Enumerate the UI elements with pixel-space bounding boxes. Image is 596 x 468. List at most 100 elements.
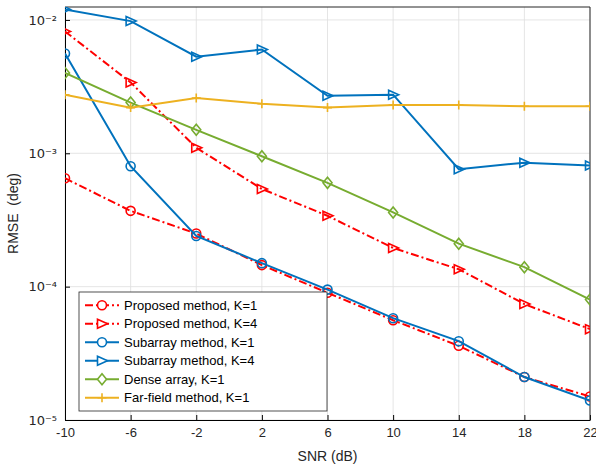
legend-label: Subarray method, K=4 — [124, 353, 254, 368]
legend-entry: Far-field method, K=1 — [85, 390, 249, 405]
series-marker — [520, 300, 530, 309]
legend-marker — [98, 374, 107, 385]
series-marker — [586, 294, 591, 305]
legend-marker — [98, 338, 107, 347]
x-tick-label: 22 — [583, 425, 596, 440]
series — [65, 7, 590, 174]
series-marker — [65, 27, 71, 36]
series-marker — [323, 103, 332, 112]
y-tick: 10⁻⁵ — [28, 413, 70, 428]
series-marker — [323, 91, 333, 100]
series-marker — [389, 90, 399, 99]
series-marker — [192, 231, 201, 240]
x-tick-mark — [196, 415, 197, 420]
x-grid-line — [458, 7, 459, 420]
y-tick-label: 10⁻⁵ — [28, 413, 57, 428]
series-marker — [126, 206, 135, 215]
y-grid-line — [65, 19, 590, 20]
series-marker — [65, 49, 70, 58]
series-marker — [389, 314, 398, 323]
x-tick: 6 — [324, 415, 331, 440]
series — [65, 90, 590, 112]
x-tick-label: 14 — [452, 425, 466, 440]
series-line — [65, 54, 590, 401]
series-marker — [65, 67, 70, 78]
x-tick-mark — [393, 415, 394, 420]
x-tick-label: -10 — [56, 425, 75, 440]
series-marker — [257, 184, 267, 193]
y-tick-mark — [65, 153, 70, 154]
x-tick-label: 10 — [386, 425, 400, 440]
legend-marker — [98, 393, 107, 402]
series-marker — [65, 90, 70, 99]
series-marker — [454, 265, 464, 274]
grid — [65, 7, 590, 420]
series-marker — [323, 177, 332, 188]
y-tick: 10⁻⁴ — [28, 279, 70, 294]
y-tick-label: 10⁻³ — [28, 146, 57, 161]
series-marker — [257, 259, 266, 268]
legend-label: Proposed method, K=1 — [124, 298, 257, 313]
x-tick: 10 — [386, 415, 400, 440]
legend-entry: Subarray method, K=4 — [85, 353, 254, 368]
series-marker — [323, 211, 333, 220]
series-marker — [192, 93, 201, 102]
series-marker — [520, 373, 529, 382]
x-axis: -10-6-22610141822 — [56, 415, 596, 440]
x-axis-line — [66, 420, 591, 421]
x-tick-label: -2 — [191, 425, 203, 440]
series-marker — [126, 78, 136, 87]
series-marker — [389, 207, 398, 218]
legend-entry: Proposed method, K=1 — [85, 298, 257, 313]
series-marker — [192, 124, 201, 135]
x-tick: -6 — [125, 415, 137, 440]
series-marker — [520, 262, 529, 273]
legend-marker — [98, 319, 108, 328]
legend-label: Proposed method, K=4 — [124, 316, 257, 331]
series-marker — [454, 165, 464, 174]
x-axis-title: SNR (dB) — [298, 448, 358, 464]
y-tick-mark — [65, 420, 70, 421]
data-marks — [65, 7, 590, 405]
y-grid-line — [65, 153, 590, 154]
legend-marker — [98, 301, 107, 310]
series-marker — [389, 101, 398, 110]
y-tick-mark — [65, 20, 70, 21]
series-marker — [454, 238, 463, 249]
series-marker — [454, 101, 463, 110]
x-tick-label: 2 — [259, 425, 266, 440]
x-tick-mark — [131, 415, 132, 420]
series-marker — [192, 143, 202, 152]
legend-entry: Dense array, K=1 — [85, 372, 225, 387]
series-line — [65, 73, 590, 300]
series-marker — [520, 102, 529, 111]
series-marker — [520, 158, 530, 167]
series-marker — [65, 7, 71, 14]
series-marker — [65, 174, 70, 183]
y-tick: 10⁻² — [28, 13, 70, 28]
series-marker — [454, 337, 463, 346]
plot-frame — [65, 7, 590, 420]
legend-entry: Subarray method, K=1 — [85, 335, 254, 350]
x-tick: 14 — [452, 415, 466, 440]
x-tick-mark — [459, 415, 460, 420]
legend-marker — [98, 356, 108, 365]
series-marker — [389, 243, 399, 252]
x-tick-label: -6 — [125, 425, 137, 440]
x-tick-mark — [328, 415, 329, 420]
legend-entry: Proposed method, K=4 — [85, 316, 257, 331]
legend-box — [79, 292, 327, 411]
y-tick-label: 10⁻² — [28, 13, 57, 28]
x-tick: -2 — [191, 415, 203, 440]
plot-background — [65, 7, 590, 420]
series-marker — [257, 99, 266, 108]
series-marker — [586, 161, 591, 170]
series-marker — [586, 325, 591, 334]
series-marker — [126, 162, 135, 171]
x-tick: 2 — [259, 415, 266, 440]
y-axis-title: RMSE (deg) — [5, 173, 21, 254]
series-line — [65, 9, 590, 169]
legend-label: Far-field method, K=1 — [124, 390, 249, 405]
x-tick-mark — [524, 415, 525, 420]
legend-label: Subarray method, K=1 — [124, 335, 254, 350]
